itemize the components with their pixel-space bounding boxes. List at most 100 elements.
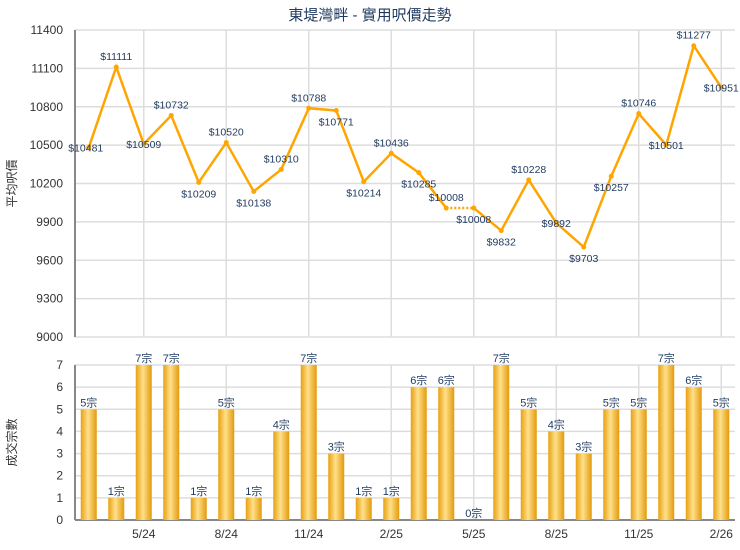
data-label: $10436 [374,137,409,149]
bar-value-label: 3宗 [575,440,592,454]
data-label: $11111 [100,51,132,63]
bar [135,365,152,520]
bar [493,365,510,520]
bar-value-label: 6宗 [685,373,702,387]
x-tick-label: 11/25 [624,527,653,541]
data-label: $10209 [181,188,216,200]
data-point [113,64,119,70]
bar [108,497,125,520]
data-label: $10788 [291,92,326,104]
line-segment [417,171,448,209]
y-tick-label: 10200 [30,177,64,191]
line-segment [280,107,310,170]
bar-value-label: 4宗 [548,417,565,431]
line-segment [308,107,337,112]
data-label: $10746 [621,98,656,110]
x-tick-label: 8/24 [215,527,239,541]
data-point [141,141,147,147]
data-point [416,170,422,176]
bar [575,453,592,520]
data-point [196,179,202,185]
y-tick-label: 1 [56,491,63,505]
bar-value-label: 7宗 [135,351,152,365]
data-point [168,112,174,118]
data-point [718,84,724,90]
line-segment [665,45,695,146]
y-tick-label: 5 [56,402,63,416]
bar-value-label: 1宗 [108,484,125,498]
y-axis-label: 平均呎價 [5,159,19,207]
bar [520,409,537,520]
data-label: $10228 [511,164,546,176]
bar [658,365,675,520]
bar [218,409,235,520]
data-point [636,111,642,117]
bar-value-label: 5宗 [520,395,537,409]
line-segment [692,45,723,89]
line-segment [472,207,503,232]
x-tick-label: 2/25 [380,527,404,541]
line-segment [142,114,173,145]
bar [548,431,565,520]
bar [630,409,647,520]
line-segment [362,152,393,183]
data-point [498,228,504,234]
y-tick-label: 6 [56,380,63,394]
data-point [388,150,394,156]
bar-value-label: 4宗 [273,417,290,431]
data-label: $10509 [126,139,161,151]
bar-value-label: 5宗 [218,395,235,409]
line-segment [500,179,530,232]
y-tick-label: 10800 [30,100,64,114]
data-label: $9832 [487,237,516,249]
bar-value-label: 1宗 [355,484,372,498]
y-tick-label: 7 [56,358,63,372]
data-label: $10285 [401,179,436,191]
bar-value-label: 5宗 [603,395,620,409]
y-tick-label: 11100 [31,61,63,75]
line-segment [225,141,255,193]
bar-value-label: 7宗 [300,351,317,365]
y-tick-label: 4 [56,424,63,438]
bar-value-label: 0宗 [465,506,482,520]
bar-value-label: 5宗 [80,395,97,409]
bar [713,409,730,520]
price-chart: 9000 9300 9600 9900 10200 10500 10800 11100 1140… [5,23,739,344]
chart-title: 東堤灣畔 - 實用呎價走勢 [288,6,451,24]
data-label: $10520 [209,127,244,139]
data-point [86,145,92,151]
data-point [663,142,669,148]
data-point [223,140,229,146]
line-segment [637,112,668,146]
data-label: $10257 [594,182,629,194]
line-segment [252,168,283,193]
x-tick-label: 11/24 [294,527,323,541]
bar [245,497,262,520]
x-tick-label: 5/25 [462,527,486,541]
data-label: $10008 [456,214,491,226]
y-tick-label: 0 [56,513,63,527]
y-tick-label: 9300 [36,292,63,306]
line-segment [390,152,420,174]
data-label: $10214 [346,188,381,200]
y-tick-label: 9900 [36,215,63,229]
bar [685,387,702,520]
line-segment [527,179,558,224]
line-segment [610,113,640,177]
bar-value-label: 7宗 [163,351,180,365]
bar [603,409,620,520]
data-label: $10771 [319,116,354,128]
bar-value-label: 7宗 [658,351,675,365]
data-point [333,107,339,113]
bar [383,497,400,520]
data-label: $10732 [154,99,189,111]
bar [190,497,207,520]
data-label: $9892 [542,218,571,230]
x-tick-label: 5/24 [132,527,156,541]
y-tick-label: 3 [56,447,63,461]
x-tick-label: 2/26 [710,527,734,541]
data-label: $10138 [236,197,271,209]
bar-value-label: 1宗 [245,484,262,498]
data-point [443,205,449,211]
